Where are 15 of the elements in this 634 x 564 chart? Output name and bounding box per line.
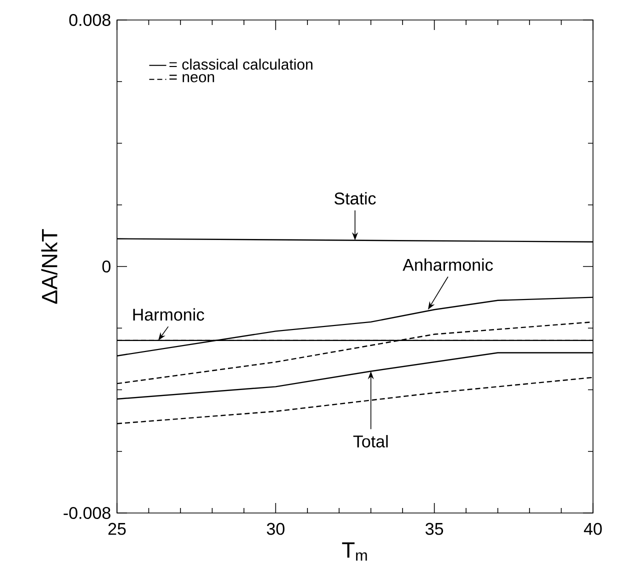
legend-label: = neon (169, 74, 214, 82)
y-tick-label: 0.008 (69, 14, 110, 26)
annotation: Static (334, 192, 376, 205)
annotation: Harmonic (133, 308, 204, 321)
x-tick-label: 25 (108, 522, 126, 535)
legend-label: = classical calculation (169, 58, 312, 70)
y-axis-title: ΔA/NkT (41, 229, 58, 304)
y-tick-label: -0.008 (64, 506, 110, 520)
x-tick-label: 35 (426, 522, 444, 535)
y-tick-label: 0 (102, 260, 110, 273)
annotation: Anharmonic (402, 258, 493, 271)
x-axis-title: T$_{m}$ (342, 542, 367, 561)
x-tick-label: 30 (266, 522, 284, 535)
x-tick-label: 40 (584, 522, 602, 535)
annotation: Total (353, 435, 388, 448)
